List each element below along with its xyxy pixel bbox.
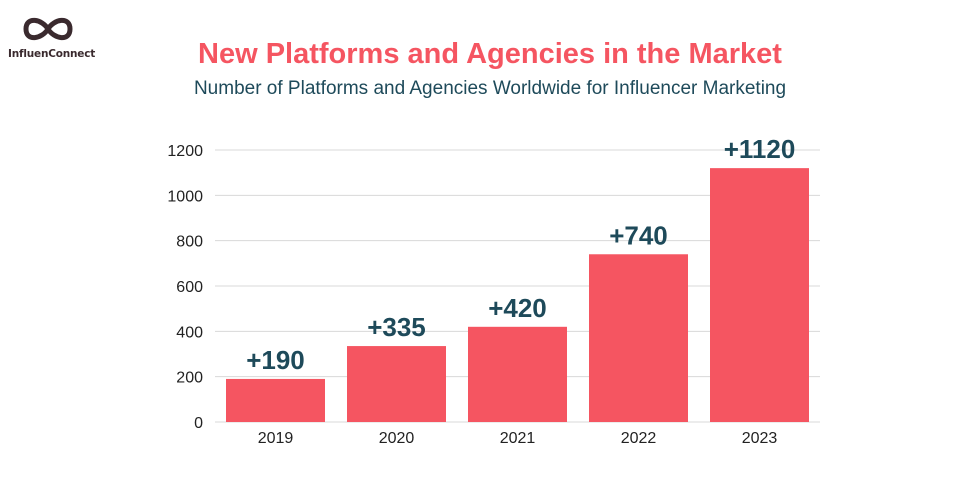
bar-2020 xyxy=(347,346,446,422)
y-tick-label: 1200 xyxy=(167,143,203,160)
bar-2021 xyxy=(468,326,567,422)
x-tick-label: 2022 xyxy=(621,430,657,447)
data-label: +420 xyxy=(488,293,547,323)
x-axis: 2019 2020 2021 2022 2023 xyxy=(258,430,778,447)
y-tick-label: 1000 xyxy=(167,188,203,205)
data-label: +190 xyxy=(246,345,305,375)
data-label: +335 xyxy=(367,312,426,342)
data-labels: +190 +335 +420 +740 +1120 xyxy=(246,134,795,375)
chart-subtitle: Number of Platforms and Agencies Worldwi… xyxy=(193,78,787,99)
x-tick-label: 2019 xyxy=(258,430,294,447)
y-tick-label: 800 xyxy=(176,234,203,251)
x-tick-label: 2023 xyxy=(742,430,778,447)
y-tick-label: 400 xyxy=(176,324,203,341)
brand-logo: InfluenConnect xyxy=(8,12,96,62)
data-label: +1120 xyxy=(724,134,796,164)
bar-2019 xyxy=(226,378,325,422)
data-label: +740 xyxy=(609,220,668,250)
bar-2023 xyxy=(710,168,809,422)
x-tick-label: 2021 xyxy=(500,430,536,447)
x-tick-label: 2020 xyxy=(379,430,415,447)
infinity-icon xyxy=(23,17,73,41)
bar-2022 xyxy=(589,254,688,422)
y-tick-label: 600 xyxy=(176,279,203,296)
bars xyxy=(226,168,809,422)
y-tick-label: 0 xyxy=(194,415,203,432)
chart-title: New Platforms and Agencies in the Market xyxy=(198,38,782,70)
y-axis: 0 200 400 600 800 1000 1200 xyxy=(167,143,203,432)
y-tick-label: 200 xyxy=(176,370,203,387)
brand-name: InfluenConnect xyxy=(8,48,96,60)
